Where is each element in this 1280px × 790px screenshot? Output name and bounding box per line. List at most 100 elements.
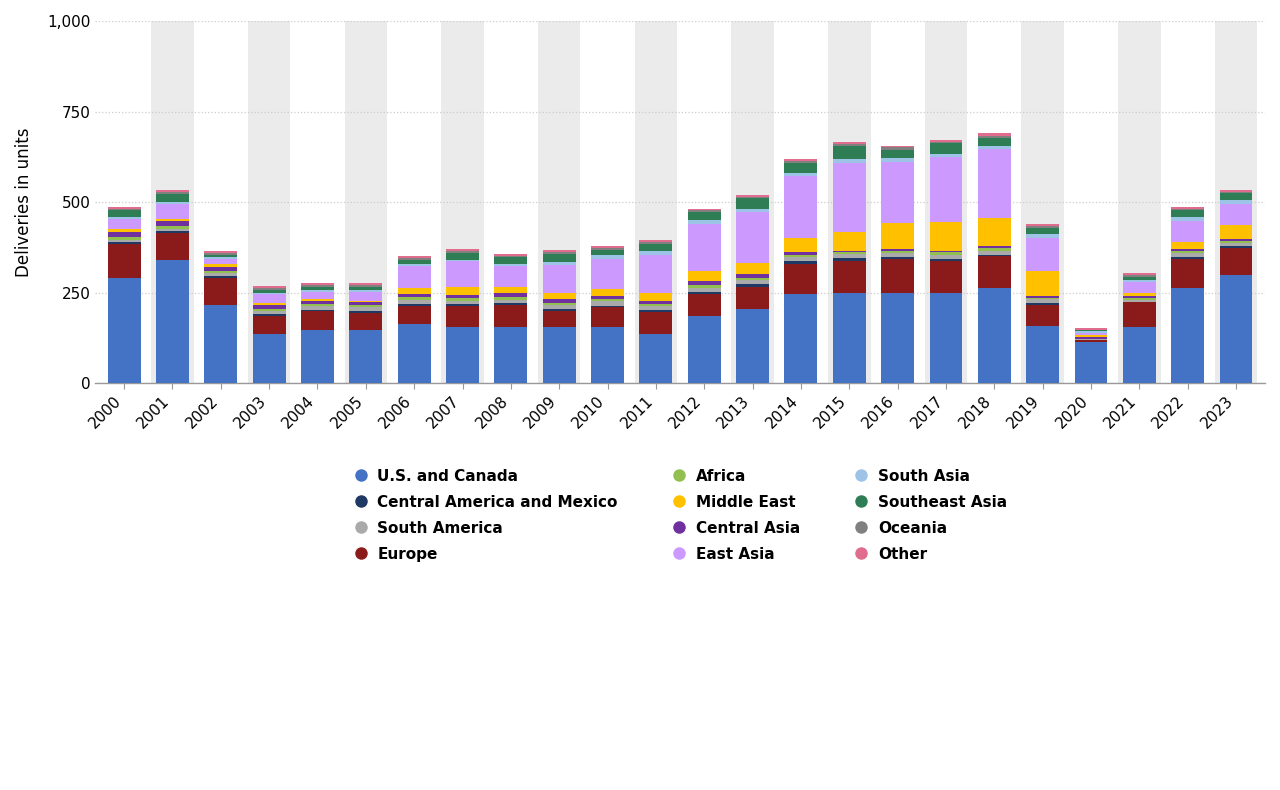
Bar [1027,295,1059,298]
Bar [156,202,189,204]
Bar [833,293,865,383]
Bar [640,304,672,306]
Bar [398,300,430,304]
Bar [1074,337,1107,339]
Bar [978,136,1011,137]
Bar [591,299,623,301]
Bar [349,287,383,290]
Bar [543,261,576,265]
Bar [736,278,769,280]
Bar [591,295,623,299]
Bar [929,153,963,157]
Bar [1220,246,1252,248]
Bar [398,265,430,266]
Bar [398,258,430,260]
Bar [833,250,865,252]
Bar [494,293,527,297]
Bar [398,304,430,306]
Bar [108,231,141,237]
Bar [398,295,430,297]
Bar [785,173,818,176]
Bar [349,283,383,285]
Bar [640,306,672,310]
Bar [349,290,383,292]
Bar [301,290,334,292]
Bar [447,261,479,287]
Bar [301,311,334,329]
Bar [640,310,672,312]
Bar [494,264,527,265]
Bar [151,21,193,383]
Bar [1215,21,1257,383]
Bar [640,242,672,244]
Bar [736,195,769,197]
Bar [1074,333,1107,335]
Bar [205,254,237,258]
Bar [881,293,914,383]
Bar [543,310,576,327]
Bar [205,271,237,273]
Bar [736,280,769,284]
Bar [205,258,237,259]
Bar [785,261,818,264]
Bar [1171,217,1204,220]
Bar [1171,220,1204,242]
Bar [978,251,1011,254]
Bar [1074,340,1107,342]
Bar [1220,191,1252,194]
Bar [1171,210,1204,217]
Bar [1171,253,1204,257]
Y-axis label: Deliveries in units: Deliveries in units [15,127,33,276]
Bar [398,306,430,325]
Bar [687,288,721,292]
Bar [301,310,334,311]
Legend: U.S. and Canada, Central America and Mexico, South America, Europe, Africa, Midd: U.S. and Canada, Central America and Mex… [347,463,1014,568]
Bar [1117,21,1161,383]
Bar [978,149,1011,218]
Bar [252,305,285,309]
Bar [447,298,479,300]
Bar [929,255,963,259]
Bar [785,161,818,163]
Bar [543,309,576,310]
Bar [929,144,963,153]
Bar [494,327,527,383]
Bar [301,292,334,299]
Bar [785,255,818,257]
Bar [731,21,774,383]
Bar [494,254,527,256]
Bar [1123,273,1156,275]
Bar [447,306,479,327]
Bar [205,305,237,383]
Bar [881,148,914,150]
Bar [1027,271,1059,295]
Bar [591,255,623,258]
Bar [301,283,334,285]
Bar [538,21,580,383]
Bar [785,252,818,255]
Bar [1074,339,1107,340]
Bar [349,307,383,310]
Bar [1027,228,1059,235]
Bar [398,260,430,265]
Bar [349,305,383,307]
Bar [881,249,914,250]
Bar [108,210,141,217]
Bar [785,264,818,295]
Bar [156,221,189,226]
Bar [1171,258,1204,288]
Bar [301,304,334,306]
Bar [640,239,672,242]
Bar [205,278,237,305]
Bar [248,21,291,383]
Bar [1027,224,1059,226]
Bar [978,218,1011,246]
Bar [447,260,479,261]
Bar [108,219,141,229]
Bar [881,223,914,249]
Bar [543,327,576,383]
Bar [494,256,527,258]
Bar [591,246,623,248]
Bar [929,157,963,222]
Bar [1123,298,1156,300]
